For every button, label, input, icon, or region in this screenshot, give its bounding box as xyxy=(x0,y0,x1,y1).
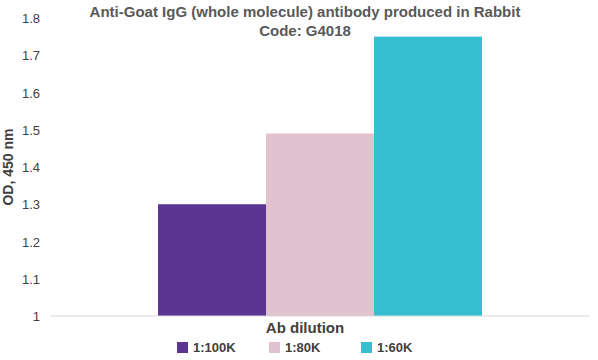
y-tick-label: 1.4 xyxy=(22,160,40,175)
legend-swatch xyxy=(269,342,280,353)
legend-swatch xyxy=(177,342,188,353)
bar xyxy=(374,37,482,316)
y-tick-label: 1.6 xyxy=(22,86,40,101)
bars xyxy=(158,37,482,316)
chart: Anti-Goat IgG (whole molecule) antibody … xyxy=(0,0,598,360)
legend-swatch xyxy=(361,342,372,353)
subtitle: Code: G4018 xyxy=(259,22,351,39)
y-tick-label: 1.8 xyxy=(22,11,40,26)
y-tick-label: 1.3 xyxy=(22,197,40,212)
x-axis-label: Ab dilution xyxy=(266,319,344,336)
y-tick-label: 1 xyxy=(33,309,40,324)
y-tick-label: 1.5 xyxy=(22,123,40,138)
bar xyxy=(266,133,374,316)
y-tick-label: 1.2 xyxy=(22,235,40,250)
axis-range xyxy=(50,18,51,316)
legend-label: 1:60K xyxy=(377,340,413,355)
title: Anti-Goat IgG (whole molecule) antibody … xyxy=(90,3,521,20)
y-tick-label: 1.1 xyxy=(22,272,40,287)
bar xyxy=(158,204,266,316)
y-tick-label: 1.7 xyxy=(22,48,40,63)
legend-label: 1:100K xyxy=(193,340,236,355)
legend: 1:100K 1:80K 1:60K xyxy=(177,340,413,355)
y-axis-label: OD, 450 nm xyxy=(0,128,16,205)
axis-line xyxy=(50,316,590,317)
legend-label: 1:80K xyxy=(285,340,321,355)
